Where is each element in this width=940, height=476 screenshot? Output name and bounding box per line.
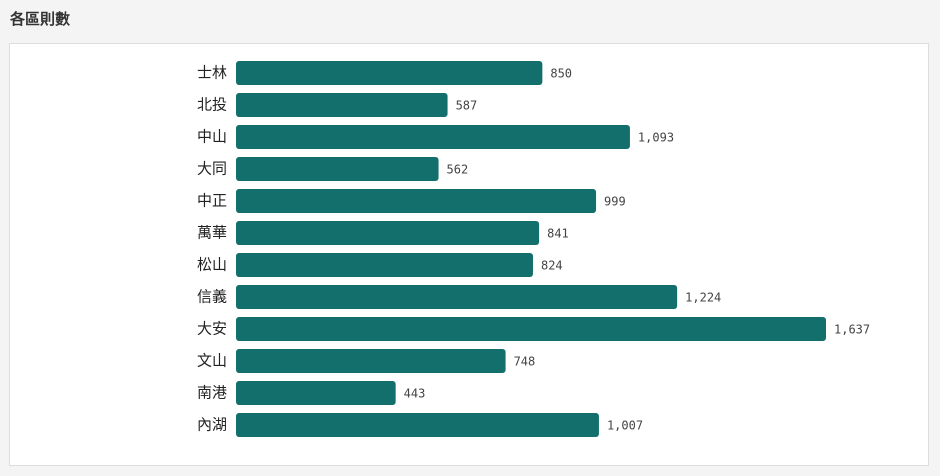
bar [236, 221, 540, 245]
value-label: 562 [447, 163, 469, 177]
category-label: 大安 [197, 320, 227, 338]
bar [236, 93, 448, 117]
section-title: 各區則數 [10, 10, 71, 28]
category-label: 中正 [197, 192, 227, 210]
category-label: 南港 [197, 384, 227, 402]
value-label: 1,093 [638, 131, 674, 145]
value-label: 850 [550, 67, 572, 81]
chart-card: 士林 850 北投 587 中山 1,093 大同 562 中正 999 萬華 841 松山 824 信義 1… [9, 43, 929, 466]
value-label: 841 [547, 227, 569, 241]
bar [236, 157, 439, 181]
value-label: 748 [514, 355, 536, 369]
value-label: 443 [404, 387, 426, 401]
bar [236, 285, 678, 309]
value-label: 1,224 [685, 291, 721, 305]
bar [236, 125, 630, 149]
value-label: 999 [604, 195, 626, 209]
category-label: 大同 [197, 160, 227, 178]
value-label: 824 [541, 259, 563, 273]
bar [236, 413, 599, 437]
value-label: 1,007 [607, 419, 643, 433]
bar [236, 253, 533, 277]
category-label: 中山 [197, 128, 227, 146]
value-label: 587 [456, 99, 478, 113]
category-label: 內湖 [197, 416, 227, 434]
category-label: 萬華 [197, 224, 227, 242]
bar [236, 61, 543, 85]
bar [236, 381, 396, 405]
chart: 士林 850 北投 587 中山 1,093 大同 562 中正 999 萬華 841 松山 824 信義 1… [197, 61, 870, 437]
bar [236, 189, 597, 213]
category-label: 北投 [197, 96, 227, 114]
value-label: 1,637 [834, 323, 870, 337]
category-label: 文山 [197, 352, 227, 370]
category-label: 士林 [197, 64, 227, 82]
bar [236, 317, 826, 341]
bar [236, 349, 506, 373]
category-label: 信義 [197, 288, 227, 306]
category-label: 松山 [197, 256, 227, 274]
